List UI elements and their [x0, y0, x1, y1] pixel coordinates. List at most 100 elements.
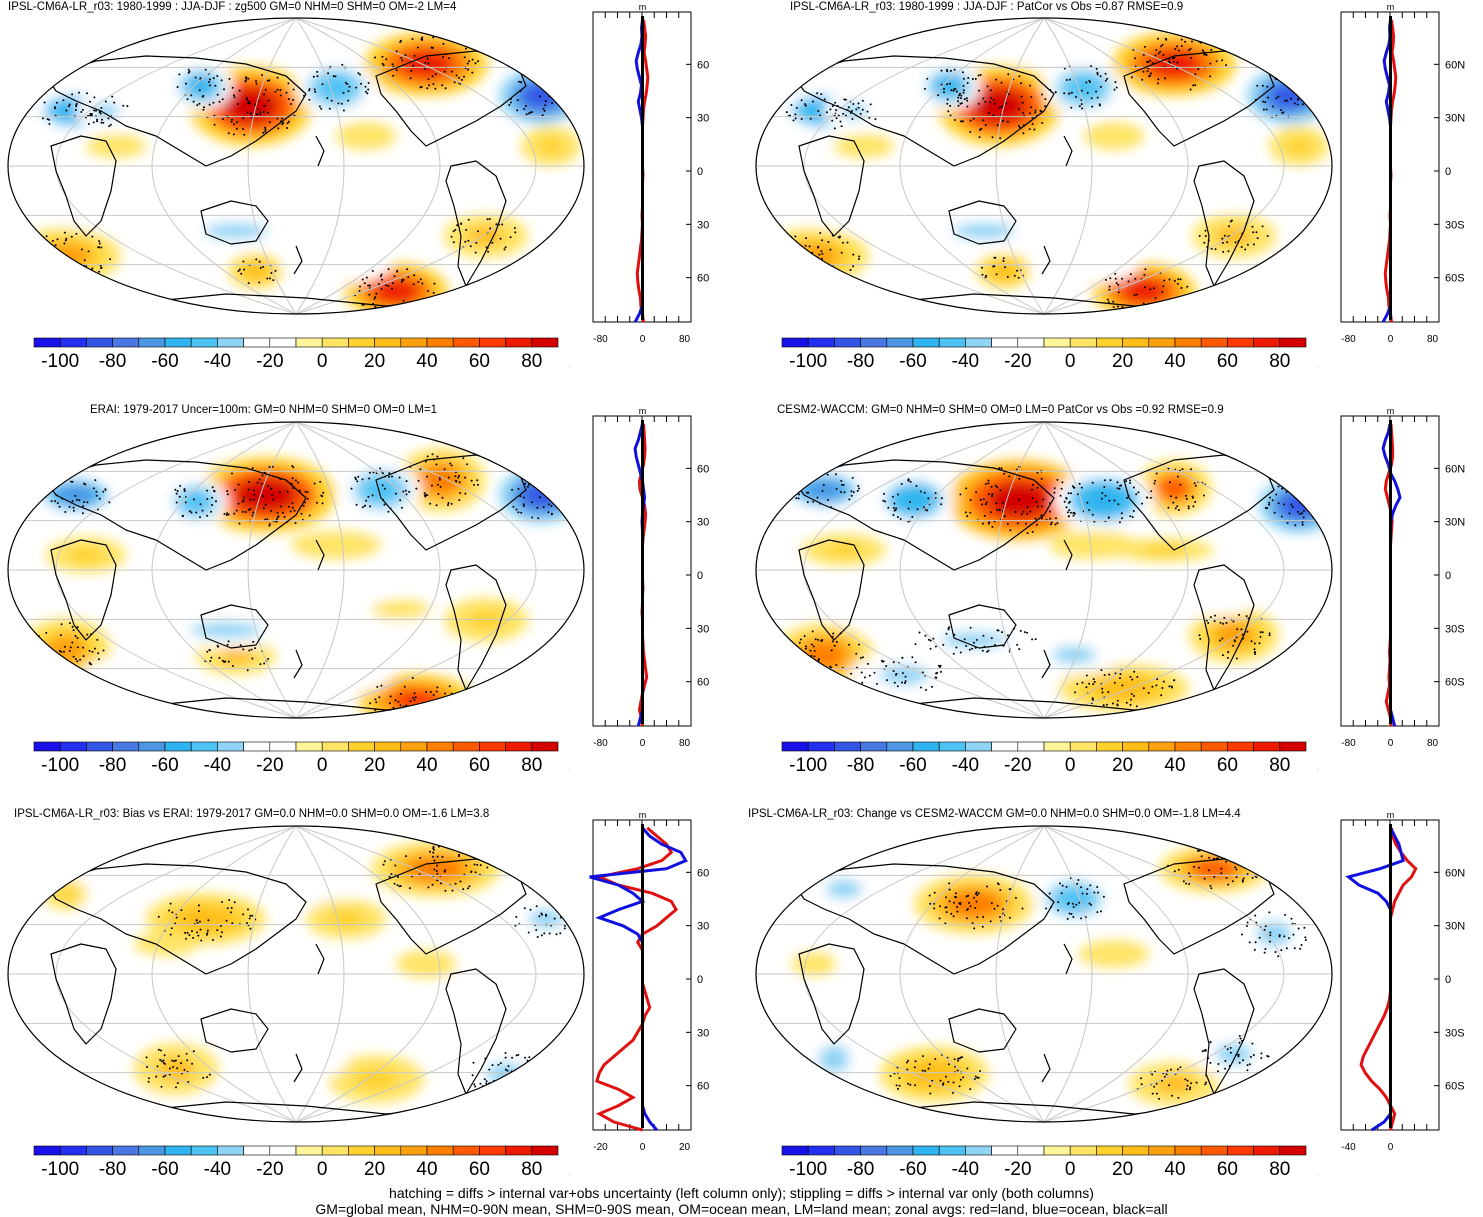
stipple-dot — [442, 56, 445, 58]
colorbar-box — [1096, 741, 1123, 752]
stipple-dot — [923, 491, 926, 494]
zonal-lat-label: 30N — [697, 517, 710, 529]
stipple-dot — [1176, 505, 1179, 508]
stipple-dot — [1209, 884, 1212, 887]
stipple-dot — [839, 235, 841, 238]
footer-line-1: hatching = diffs > internal var+obs unce… — [389, 1185, 1094, 1201]
stipple-dot — [126, 105, 129, 108]
stipple-dot — [974, 892, 977, 895]
stipple-dot — [64, 239, 67, 242]
stipple-dot — [267, 99, 270, 102]
stipple-dot — [945, 1075, 947, 1078]
stipple-dot — [252, 640, 255, 643]
stipple-dot — [974, 1075, 977, 1078]
stipple-dot — [949, 104, 952, 107]
stipple-dot — [241, 500, 244, 503]
stipple-dot — [1251, 876, 1254, 879]
colorbar-1: -100-80-60-40-20020406080100 — [33, 337, 570, 372]
stipple-dot — [85, 274, 88, 277]
stipple-dot — [82, 655, 85, 658]
stipple-dot — [568, 103, 571, 106]
stipple-dot — [962, 1076, 965, 1079]
stipple-dot — [397, 700, 400, 703]
stipple-dot — [1118, 487, 1121, 490]
stipple-dot — [825, 111, 828, 114]
stipple-dot — [834, 271, 837, 274]
stipple-dot — [81, 512, 84, 515]
colorbar-box — [295, 1145, 323, 1156]
stipple-dot — [41, 117, 44, 120]
stipple-dot — [817, 658, 820, 660]
stipple-dot — [51, 239, 54, 242]
stipple-dot — [940, 670, 942, 673]
stipple-dot — [38, 267, 41, 270]
stipple-dot — [1252, 1054, 1255, 1056]
stipple-dot — [561, 910, 564, 912]
stipple-dot — [1180, 45, 1183, 47]
stipple-dot — [420, 85, 423, 88]
stipple-dot — [907, 479, 910, 481]
colorbar-tick-label: -100 — [789, 1159, 827, 1180]
stipple-dot — [405, 855, 407, 858]
zonal-lat-label: 60S — [697, 1081, 710, 1093]
stipple-dot — [72, 506, 75, 509]
stipple-dot — [1148, 75, 1150, 78]
stipple-dot — [436, 872, 439, 875]
colorbar-box — [860, 741, 888, 752]
stipple-dot — [987, 522, 990, 525]
stipple-dot — [371, 494, 374, 497]
stipple-dot — [1147, 691, 1150, 694]
stipple-dot — [60, 668, 63, 671]
stipple-dot — [51, 267, 54, 270]
stipple-dot — [480, 855, 483, 858]
stipple-dot — [1113, 88, 1116, 91]
anomaly-blob — [466, 191, 486, 201]
stipple-dot — [809, 117, 812, 120]
stipple-dot — [1177, 868, 1180, 871]
stipple-dot — [64, 670, 67, 673]
stipple-dot — [1104, 494, 1107, 497]
colorbar-box — [479, 1145, 506, 1156]
stipple-dot — [1113, 499, 1116, 502]
zonal-units-label: m — [1387, 810, 1395, 820]
stipple-dot — [1031, 123, 1034, 125]
colorbar-tick-label: -80 — [847, 1159, 874, 1180]
stipple-dot — [68, 650, 71, 652]
stipple-dot — [268, 79, 271, 82]
stipple-dot — [1171, 56, 1174, 59]
stipple-dot — [1086, 501, 1089, 504]
stipple-dot — [80, 248, 83, 251]
colorbar-tick-label: -80 — [847, 755, 874, 776]
coastline — [445, 564, 507, 691]
stipple-dot — [447, 476, 450, 479]
stipple-dot — [1032, 483, 1034, 486]
colorbar-box — [452, 1145, 480, 1156]
stipple-dot — [458, 481, 461, 484]
colorbar-3: -100-80-60-40-20020406080100 — [33, 741, 570, 776]
stipple-dot — [1223, 234, 1226, 237]
graticule-meridian — [55, 18, 297, 314]
stipple-dot — [1142, 70, 1145, 73]
stipple-dot — [1048, 892, 1051, 895]
stipple-dot — [432, 855, 434, 858]
stipple-dot — [1179, 278, 1182, 281]
stipple-dot — [1081, 681, 1084, 684]
stipple-dot — [966, 1067, 969, 1070]
stipple-dot — [479, 864, 482, 867]
stipple-dot — [485, 1082, 488, 1085]
stipple-dot — [840, 491, 842, 493]
stipple-dot — [999, 889, 1002, 891]
stipple-dot — [1026, 506, 1029, 509]
stipple-dot — [440, 704, 442, 707]
stipple-dot — [1155, 472, 1158, 475]
stipple-dot — [202, 1076, 205, 1079]
stipple-dot — [563, 103, 566, 106]
stipple-dot — [1001, 105, 1003, 108]
stipple-dot — [535, 929, 538, 931]
stipple-dot — [1155, 684, 1158, 687]
stipple-dot — [458, 499, 461, 502]
stipple-dot — [465, 864, 468, 867]
stipple-dot — [1174, 507, 1177, 510]
stipple-dot — [432, 845, 435, 848]
stipple-dot — [360, 82, 362, 85]
